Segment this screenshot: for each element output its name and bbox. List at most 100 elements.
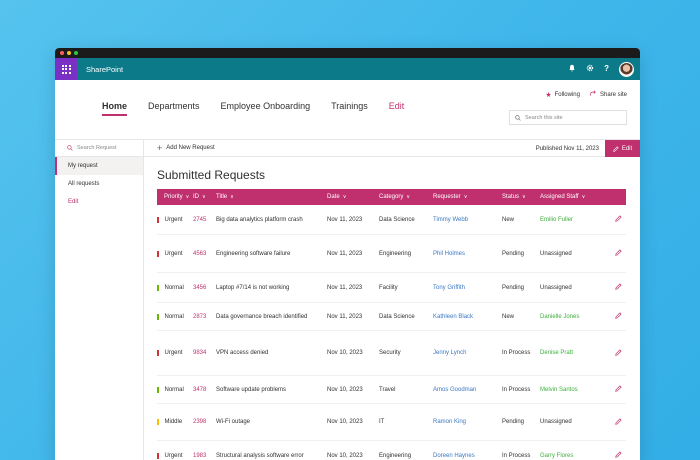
table-row[interactable]: Urgent 2745 Big data analytics platform … bbox=[157, 205, 626, 235]
site-header: Home Departments Employee Onboarding Tra… bbox=[55, 80, 640, 140]
command-bar: + Add New Request Published Nov 11, 2023… bbox=[144, 140, 640, 157]
minimize-dot[interactable] bbox=[67, 51, 71, 55]
request-status: Pending bbox=[502, 250, 525, 257]
edit-row-button[interactable] bbox=[610, 283, 626, 292]
request-id-link[interactable]: 3478 bbox=[193, 386, 207, 393]
suite-bar: SharePoint ? bbox=[55, 58, 640, 80]
request-status: In Process bbox=[502, 452, 531, 459]
request-id-link[interactable]: 9834 bbox=[193, 350, 207, 356]
request-id-link[interactable]: 3456 bbox=[193, 284, 207, 291]
request-title[interactable]: Software update problems bbox=[216, 386, 287, 393]
gear-icon[interactable] bbox=[586, 64, 594, 74]
request-date: Nov 11, 2023 bbox=[327, 250, 363, 257]
table-row[interactable]: Middle 2398 Wi-Fi outage Nov 10, 2023 IT… bbox=[157, 404, 626, 441]
leftnav-my-request[interactable]: My request bbox=[55, 157, 143, 175]
request-title[interactable]: Big data analytics platform crash bbox=[216, 216, 303, 223]
column-header-requester[interactable]: Requester ∨ bbox=[433, 194, 468, 200]
nav-trainings[interactable]: Trainings bbox=[331, 101, 368, 111]
requester-link[interactable]: Doreen Haynes bbox=[433, 452, 475, 459]
edit-row-button[interactable] bbox=[610, 451, 626, 460]
requester-link[interactable]: Phil Holmes bbox=[433, 250, 466, 257]
column-header-category[interactable]: Category ∨ bbox=[379, 194, 411, 200]
column-header-assigned-staff[interactable]: Assigned Staff ∨ bbox=[540, 194, 586, 200]
column-header-title[interactable]: Title ∨ bbox=[216, 194, 234, 200]
pencil-icon bbox=[614, 417, 622, 425]
user-avatar[interactable] bbox=[619, 61, 634, 77]
assigned-staff[interactable]: Melvin Santos bbox=[540, 386, 578, 393]
edit-row-button[interactable] bbox=[610, 348, 626, 358]
assigned-staff[interactable]: Unassigned bbox=[540, 419, 572, 425]
share-site-button[interactable]: Share site bbox=[590, 90, 627, 99]
bell-icon[interactable] bbox=[568, 64, 576, 74]
request-title[interactable]: Engineering software failure bbox=[216, 250, 291, 257]
add-new-request-button[interactable]: + Add New Request bbox=[157, 143, 215, 153]
request-title[interactable]: Data governance breach identified bbox=[216, 313, 308, 320]
request-id-link[interactable]: 4563 bbox=[193, 250, 207, 257]
assigned-staff[interactable]: Garry Flores bbox=[540, 452, 574, 459]
assigned-staff[interactable]: Unassigned bbox=[540, 250, 572, 257]
table-row[interactable]: Urgent 4563 Engineering software failure… bbox=[157, 235, 626, 273]
request-date: Nov 11, 2023 bbox=[327, 313, 363, 320]
assigned-staff[interactable]: Unassigned bbox=[540, 284, 572, 291]
nav-home[interactable]: Home bbox=[102, 101, 128, 116]
close-dot[interactable] bbox=[60, 51, 64, 55]
requester-link[interactable]: Tony Griffith bbox=[433, 284, 465, 291]
column-header-date[interactable]: Date ∨ bbox=[327, 194, 347, 200]
assigned-staff[interactable]: Denise Pratt bbox=[540, 350, 574, 356]
request-search-input[interactable]: Search Request bbox=[55, 140, 143, 157]
left-navigation: Search Request My request All requests E… bbox=[55, 140, 144, 460]
priority-indicator bbox=[157, 216, 159, 223]
site-search-input[interactable]: Search this site bbox=[509, 110, 627, 125]
nav-edit[interactable]: Edit bbox=[388, 101, 405, 111]
requester-link[interactable]: Timmy Webb bbox=[433, 216, 469, 223]
request-title[interactable]: Laptop #7/14 is not working bbox=[216, 284, 290, 291]
request-category: Engineering bbox=[379, 452, 412, 459]
request-category: IT bbox=[379, 419, 385, 425]
edit-row-button[interactable] bbox=[610, 385, 626, 394]
edit-row-button[interactable] bbox=[610, 417, 626, 427]
chevron-down-icon: ∨ bbox=[202, 194, 206, 200]
priority-label: Normal bbox=[164, 313, 184, 320]
requester-link[interactable]: Jenny Lynch bbox=[433, 350, 467, 356]
request-status: Pending bbox=[502, 419, 525, 425]
browser-window: SharePoint ? Home Departments Employee O… bbox=[55, 48, 640, 460]
assigned-staff[interactable]: Danielle Jones bbox=[540, 313, 580, 320]
help-icon[interactable]: ? bbox=[604, 64, 609, 73]
request-id-link[interactable]: 1983 bbox=[193, 452, 207, 459]
app-name[interactable]: SharePoint bbox=[86, 64, 124, 74]
table-row[interactable]: Normal 3456 Laptop #7/14 is not working … bbox=[157, 273, 626, 303]
requester-link[interactable]: Kathleen Black bbox=[433, 313, 474, 320]
site-navigation: Home Departments Employee Onboarding Tra… bbox=[102, 101, 425, 116]
request-title[interactable]: Structural analysis software error bbox=[216, 452, 304, 459]
column-header-priority[interactable]: Priority ∨ bbox=[164, 194, 190, 200]
edit-row-button[interactable] bbox=[610, 249, 626, 258]
edit-row-button[interactable] bbox=[610, 215, 626, 224]
requester-link[interactable]: Ramon King bbox=[433, 419, 467, 425]
star-icon: ★ bbox=[545, 91, 552, 99]
nav-employee-onboarding[interactable]: Employee Onboarding bbox=[220, 101, 311, 111]
maximize-dot[interactable] bbox=[74, 51, 78, 55]
app-launcher-button[interactable] bbox=[55, 58, 77, 80]
table-row[interactable]: Normal 2873 Data governance breach ident… bbox=[157, 303, 626, 331]
chevron-down-icon: ∨ bbox=[185, 194, 190, 200]
request-id-link[interactable]: 2398 bbox=[193, 419, 207, 425]
table-row[interactable]: Urgent 1983 Structural analysis software… bbox=[157, 441, 626, 460]
edit-row-button[interactable] bbox=[610, 312, 626, 321]
column-header-id[interactable]: ID ∨ bbox=[193, 194, 206, 200]
leftnav-edit[interactable]: Edit bbox=[68, 199, 79, 205]
following-button[interactable]: ★ Following bbox=[545, 91, 580, 99]
priority-cell: Middle bbox=[157, 419, 193, 425]
column-header-status[interactable]: Status ∨ bbox=[502, 194, 526, 200]
request-title[interactable]: Wi-Fi outage bbox=[216, 419, 251, 425]
table-row[interactable]: Normal 3478 Software update problems Nov… bbox=[157, 376, 626, 404]
request-title[interactable]: VPN access denied bbox=[216, 350, 269, 356]
edit-page-button[interactable]: Edit bbox=[605, 140, 640, 157]
request-id-link[interactable]: 2745 bbox=[193, 216, 207, 223]
nav-departments[interactable]: Departments bbox=[148, 101, 200, 111]
page-title: Submitted Requests bbox=[157, 168, 266, 182]
leftnav-all-requests[interactable]: All requests bbox=[68, 181, 100, 187]
request-id-link[interactable]: 2873 bbox=[193, 313, 207, 320]
requester-link[interactable]: Amos Goodman bbox=[433, 386, 477, 393]
assigned-staff[interactable]: Emilio Fuller bbox=[540, 216, 574, 223]
table-row[interactable]: Urgent 9834 VPN access denied Nov 10, 20… bbox=[157, 331, 626, 376]
